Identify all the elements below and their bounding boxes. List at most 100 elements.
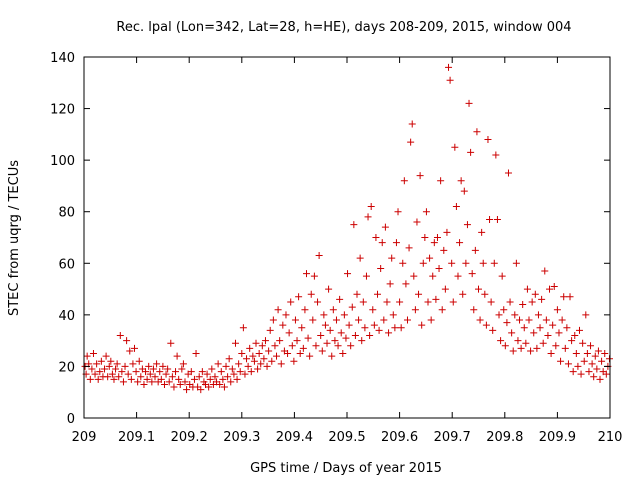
x-tick-label: 209.9 <box>539 430 576 445</box>
data-point <box>437 177 445 185</box>
data-point <box>321 321 329 329</box>
data-point <box>266 326 274 334</box>
data-point <box>378 239 386 247</box>
data-point <box>340 311 348 319</box>
data-point <box>181 378 189 386</box>
data-point <box>514 337 522 345</box>
data-point <box>366 331 374 339</box>
data-point <box>243 355 251 363</box>
data-point <box>385 329 393 337</box>
x-tick-label: 209.7 <box>434 430 471 445</box>
data-point <box>211 373 219 381</box>
data-point <box>167 339 175 347</box>
data-point <box>591 352 599 360</box>
data-point <box>415 290 423 298</box>
data-point <box>432 295 440 303</box>
data-point <box>148 378 156 386</box>
data-point <box>195 373 203 381</box>
data-point <box>355 316 363 324</box>
y-tick-label: 0 <box>67 412 75 427</box>
data-point <box>467 148 475 156</box>
data-point <box>105 362 113 370</box>
data-point <box>231 339 239 347</box>
data-point <box>506 298 514 306</box>
data-point <box>475 285 482 293</box>
data-point <box>293 337 301 345</box>
data-point <box>504 169 512 177</box>
data-point <box>88 365 96 373</box>
data-point <box>206 375 214 383</box>
data-point <box>546 285 554 293</box>
data-point <box>568 337 576 345</box>
data-point <box>142 368 150 376</box>
data-point <box>549 321 557 329</box>
data-point <box>94 375 102 383</box>
data-point <box>598 357 606 365</box>
data-point <box>497 337 505 345</box>
data-point <box>238 350 246 358</box>
data-point <box>277 360 285 368</box>
data-point <box>164 365 172 373</box>
data-point <box>203 370 211 378</box>
data-point <box>347 342 355 350</box>
data-point <box>583 350 591 358</box>
data-point <box>110 375 118 383</box>
data-point <box>541 267 549 275</box>
data-point <box>574 362 582 370</box>
data-point <box>86 375 94 383</box>
data-point <box>370 321 378 329</box>
data-point <box>481 290 489 298</box>
data-point <box>533 344 541 352</box>
x-tick-label: 210 <box>598 430 623 445</box>
data-point <box>89 350 97 358</box>
data-point <box>116 331 124 339</box>
data-point <box>274 306 282 314</box>
data-point <box>290 357 298 365</box>
data-point <box>93 360 101 368</box>
y-tick-label: 40 <box>58 309 75 324</box>
data-point <box>124 370 132 378</box>
data-point <box>334 342 342 350</box>
data-point <box>476 316 484 324</box>
data-point <box>119 378 127 386</box>
data-point <box>396 298 404 306</box>
data-point <box>544 331 552 339</box>
data-point <box>367 203 375 211</box>
data-point <box>170 383 178 391</box>
data-point <box>560 293 568 301</box>
data-point <box>523 285 531 293</box>
data-point <box>601 350 609 358</box>
x-axis: 209 209.1 209.2 209.3 209.4 209.5 209.6 209.7 20… <box>72 57 623 445</box>
x-tick-label: 209.6 <box>381 430 418 445</box>
data-point <box>389 311 397 319</box>
data-point <box>287 298 295 306</box>
y-axis: 0 20 40 60 80 100 120 140 <box>50 51 610 427</box>
data-point <box>279 321 287 329</box>
data-point <box>315 252 323 260</box>
data-point <box>413 218 421 226</box>
data-point <box>446 76 454 84</box>
data-point <box>353 290 361 298</box>
data-point <box>219 375 227 383</box>
data-point <box>157 375 165 383</box>
data-point <box>388 254 396 262</box>
data-point <box>224 373 232 381</box>
data-point <box>405 244 413 252</box>
data-point <box>318 347 326 355</box>
data-point <box>356 254 364 262</box>
data-point <box>449 298 457 306</box>
data-point <box>137 373 145 381</box>
data-point <box>96 368 104 376</box>
data-point <box>408 120 416 128</box>
data-point <box>484 136 492 144</box>
data-point <box>555 329 563 337</box>
data-point <box>369 306 377 314</box>
data-point <box>429 272 437 280</box>
data-point <box>362 272 370 280</box>
data-point <box>159 362 167 370</box>
data-point <box>312 342 320 350</box>
data-point <box>593 365 601 373</box>
data-point <box>522 339 530 347</box>
data-point <box>135 357 143 365</box>
data-point <box>235 360 243 368</box>
